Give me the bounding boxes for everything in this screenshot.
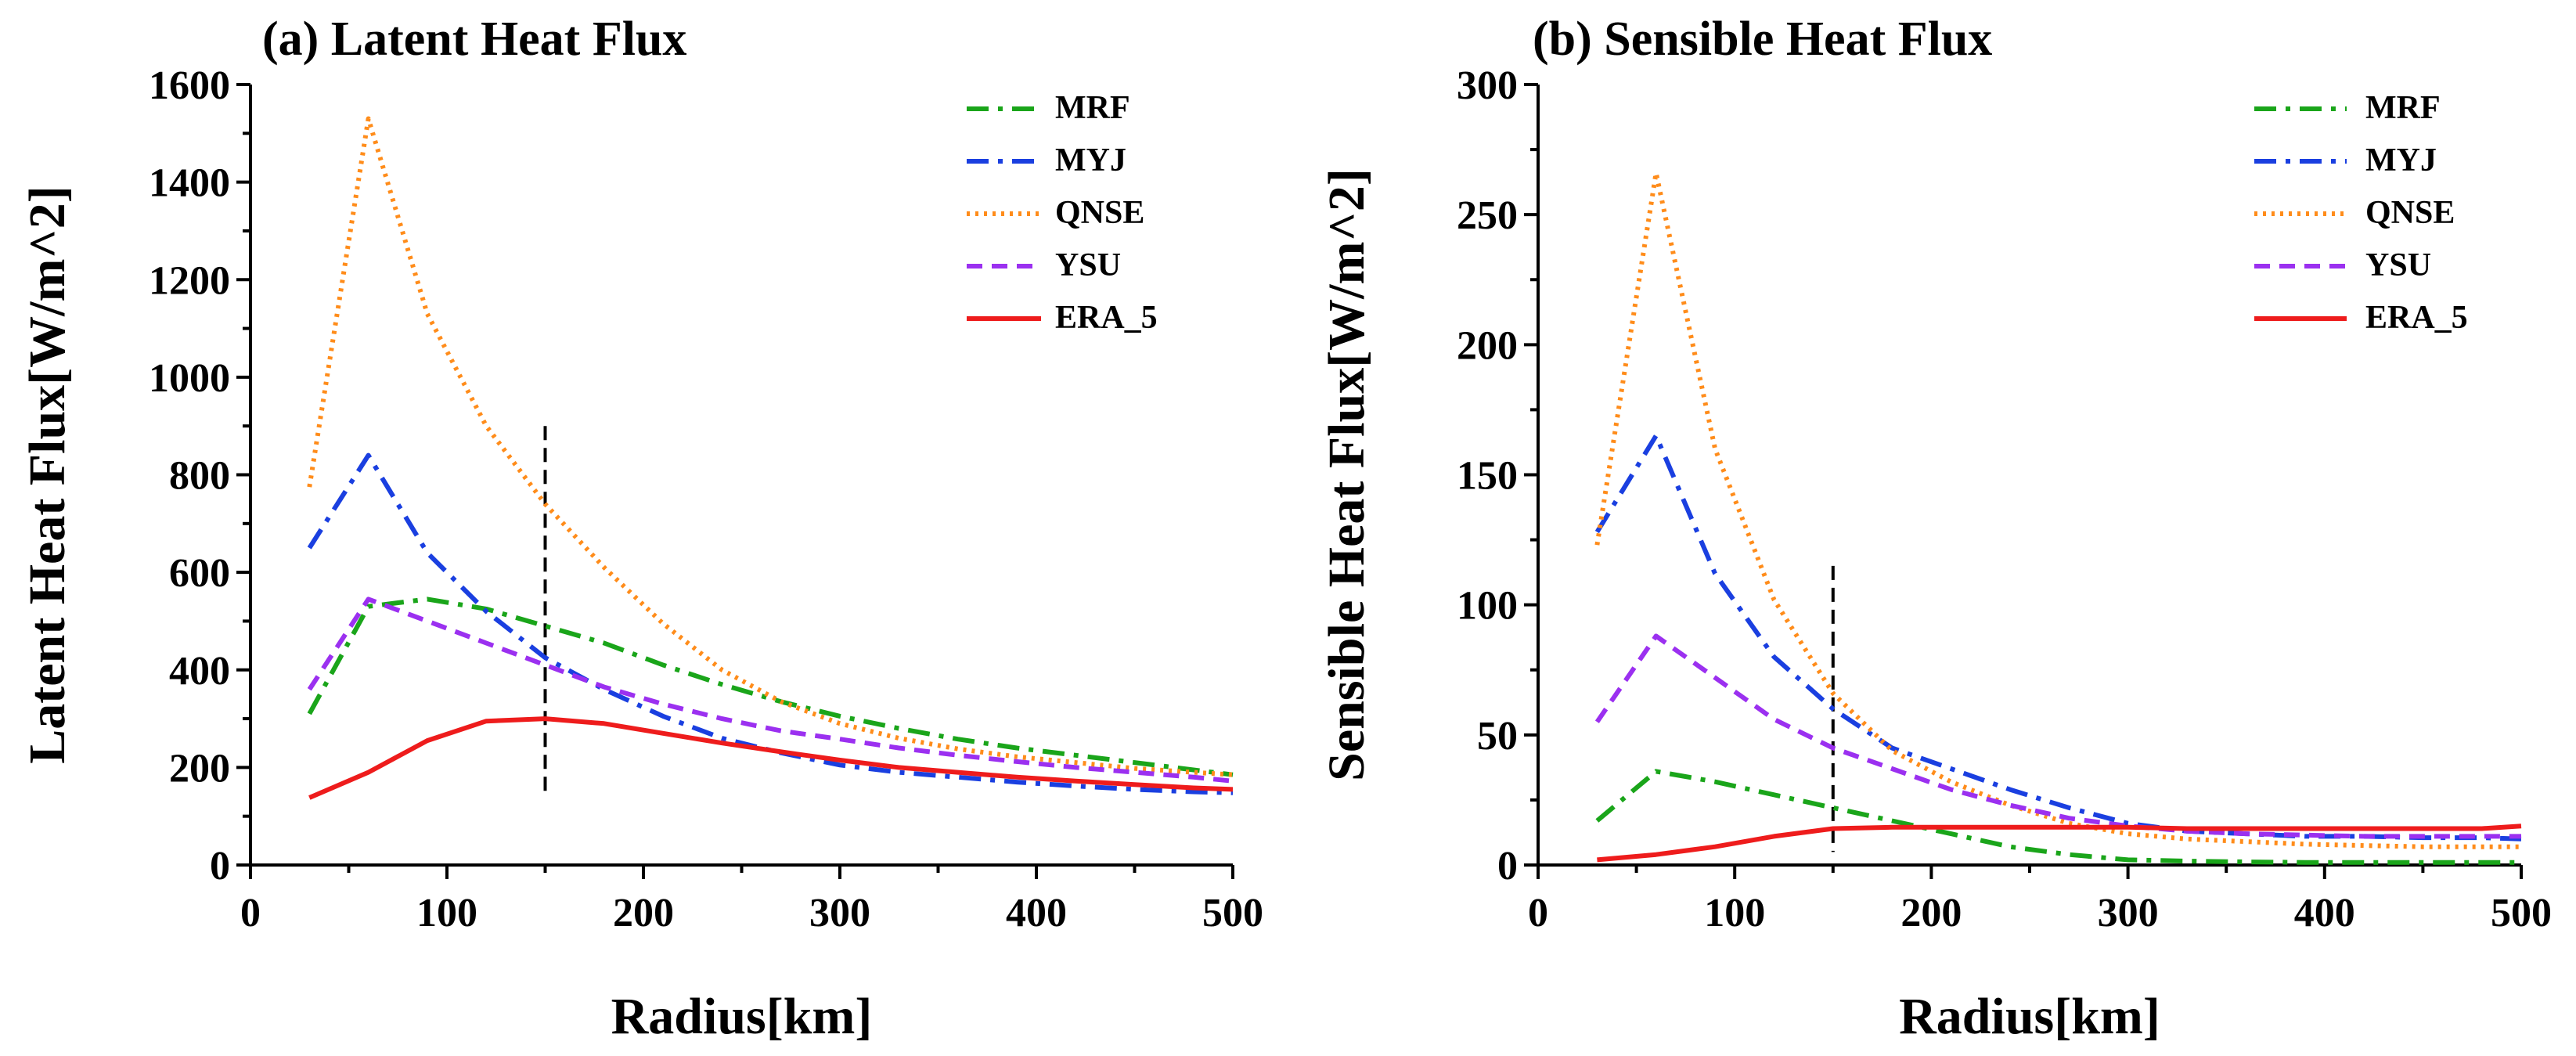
sensible-y-tick-label: 250: [1457, 193, 1518, 238]
sensible-x-tick-label: 0: [1528, 891, 1548, 935]
latent-x-tick-label: 200: [613, 891, 674, 935]
sensible-legend-label: MRF: [2365, 90, 2441, 126]
latent-y-axis-label: Latent Heat Flux[W/m^2]: [19, 186, 76, 764]
sensible-y-axis-label: Sensible Heat Flux[W/m^2]: [1318, 168, 1375, 781]
sensible-legend-label: QNSE: [2365, 195, 2455, 231]
sensible-y-tick-label: 300: [1457, 63, 1518, 108]
sensible-legend: MRF MYJ QNSE YSU ERA_5: [2254, 90, 2468, 336]
latent-x-tick-label: 500: [1202, 891, 1263, 935]
latent-legend-label: ERA_5: [1055, 300, 1158, 336]
latent-x-tick-label: 300: [809, 891, 870, 935]
sensible-y-tick-label: 0: [1497, 844, 1518, 888]
sensible-series-ysu: [1594, 633, 2521, 839]
latent-x-tick-label: 0: [240, 891, 261, 935]
latent-y-tick-label: 1400: [149, 161, 230, 206]
sensible-y-tick-label: 200: [1457, 323, 1518, 368]
sensible-legend-label: ERA_5: [2365, 300, 2468, 336]
sensible-panel: (b) Sensible Heat Flux 0 100 200 300 400 500 0 5…: [1318, 13, 2552, 1045]
latent-series-ysu: [307, 596, 1234, 784]
latent-legend-label: QNSE: [1055, 195, 1144, 231]
latent-y-tick-label: 1600: [149, 63, 230, 108]
latent-y-tick-label: 1000: [149, 356, 230, 401]
latent-series-qnse: [307, 116, 1234, 777]
latent-series-era5: [308, 716, 1234, 800]
latent-x-tick-label: 100: [416, 891, 477, 935]
sensible-y-tick-label: 100: [1457, 584, 1518, 629]
latent-legend-label: MRF: [1055, 90, 1130, 126]
sensible-x-tick-label: 500: [2491, 891, 2552, 935]
sensible-legend-label: MYJ: [2365, 142, 2437, 178]
latent-y-tick-label: 400: [169, 649, 230, 694]
sensible-x-tick-label: 400: [2294, 891, 2355, 935]
sensible-y-tick-label: 150: [1457, 454, 1518, 499]
latent-chart-title: (a) Latent Heat Flux: [262, 13, 686, 66]
latent-y-tick-label: 600: [169, 551, 230, 596]
sensible-x-tick-label: 300: [2098, 891, 2159, 935]
latent-legend-label: YSU: [1055, 247, 1121, 283]
latent-x-tick-label: 400: [1006, 891, 1067, 935]
latent-y-tick-label: 0: [210, 844, 230, 888]
latent-x-axis-label: Radius[km]: [611, 988, 873, 1045]
sensible-chart-title: (b) Sensible Heat Flux: [1533, 13, 1992, 66]
latent-legend: MRF MYJ QNSE YSU ERA_5: [967, 90, 1158, 336]
sensible-x-tick-label: 100: [1704, 891, 1765, 935]
latent-y-tick-label: 800: [169, 454, 230, 499]
latent-y-tick-label: 200: [169, 746, 230, 791]
latent-legend-label: MYJ: [1055, 142, 1126, 178]
sensible-series-myj: [1594, 433, 2522, 842]
sensible-series-era5: [1597, 824, 2522, 863]
sensible-series-mrf: [1595, 769, 2521, 865]
sensible-legend-label: YSU: [2365, 247, 2431, 283]
latent-panel: (a) Latent Heat Flux 0 100 200 300 400 500 0 200…: [19, 13, 1263, 1045]
sensible-x-tick-label: 200: [1900, 891, 1962, 935]
latent-y-tick-label: 1200: [149, 258, 230, 303]
latent-series-myj: [307, 452, 1234, 795]
sensible-series-qnse: [1594, 171, 2521, 849]
sensible-y-tick-label: 50: [1477, 714, 1518, 759]
sensible-x-axis-label: Radius[km]: [1899, 988, 2160, 1045]
